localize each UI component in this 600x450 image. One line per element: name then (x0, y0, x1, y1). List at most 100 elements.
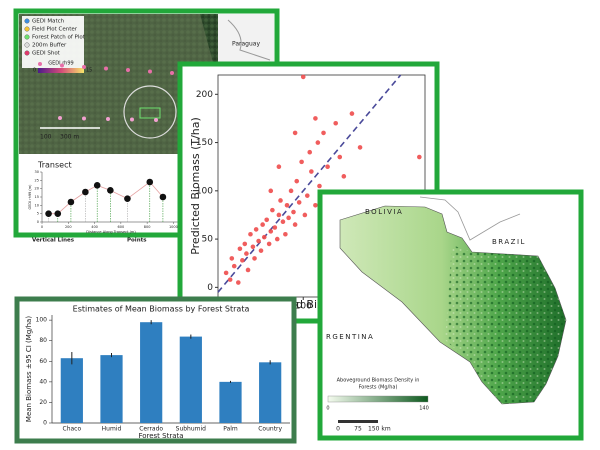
x-tick-label: 1000 (169, 225, 178, 229)
point (266, 241, 272, 247)
colorbar-label: Aboveground Biomass Density in (337, 378, 420, 384)
legend-label: GEDI Shot (32, 51, 61, 57)
y-tick-label: 20 (39, 399, 47, 406)
chart-title: Estimates of Mean Biomass by Forest Stra… (73, 305, 250, 314)
border-line (419, 196, 521, 241)
legend-title: Vertical Lines (32, 238, 75, 244)
point (260, 222, 265, 227)
scale-label: 0 (336, 426, 340, 433)
point (307, 149, 313, 155)
gedi-shot (148, 69, 152, 74)
point (315, 140, 321, 145)
x-tick-label: 200 (65, 225, 72, 229)
point (296, 200, 302, 205)
point (300, 74, 306, 80)
point (274, 236, 280, 242)
point (223, 270, 229, 276)
colorbar-tick: 0 (326, 406, 329, 412)
point (107, 187, 114, 194)
x-tick-label: Subhumid (176, 426, 207, 433)
bar (140, 322, 163, 423)
point (299, 159, 304, 165)
gedi-shot (82, 116, 86, 121)
gedi-shot (154, 118, 158, 122)
point (268, 188, 274, 194)
point (313, 116, 318, 121)
y-tick-label: 30 (35, 170, 39, 174)
point (283, 231, 288, 237)
x-tick-label: 0 (41, 225, 43, 229)
legend-box (22, 16, 84, 68)
y-tick-label: 80 (39, 337, 47, 344)
reference-line (217, 74, 402, 293)
y-tick-label: 0 (37, 220, 39, 224)
point (45, 210, 52, 217)
inset-map (218, 14, 274, 64)
x-axis-label: Distance Along Transect (m) (86, 230, 136, 234)
point (256, 238, 261, 244)
point (227, 277, 233, 282)
legend-marker (24, 18, 30, 24)
y-tick-label: 60 (39, 358, 47, 365)
x-tick-label: 600 (118, 225, 125, 229)
point (294, 178, 300, 184)
point (292, 130, 298, 136)
scale-label: 150 km (368, 426, 391, 433)
point (276, 212, 282, 218)
chart-title: Transect (37, 161, 72, 170)
point (349, 111, 355, 116)
bar (219, 381, 242, 423)
point (240, 258, 245, 263)
point (261, 234, 267, 240)
y-axis-label: GEDI rh99 (m) (28, 184, 32, 210)
point (159, 193, 167, 201)
country-label: BRAZIL (492, 238, 526, 246)
point (82, 188, 89, 196)
x-tick-label: Palm (223, 426, 238, 433)
point (124, 195, 131, 202)
inset-border (227, 19, 271, 61)
point (417, 154, 422, 160)
bar (179, 336, 202, 423)
bar-panel: Estimates of Mean Biomass by Forest Stra… (14, 296, 297, 444)
gedi-shot (60, 63, 64, 68)
patch (139, 107, 161, 119)
legend-label: Field Plot Center (32, 27, 78, 33)
legend-marker (24, 42, 30, 48)
buffer (123, 85, 177, 139)
colorbar-tick: 15 (86, 68, 92, 74)
x-tick-label: 100 (295, 302, 312, 312)
point (252, 256, 257, 261)
x-tick-label: Chaco (63, 426, 82, 433)
x-tick-label: 400 (91, 225, 98, 229)
country-label: Paraguay (232, 41, 260, 48)
point (258, 248, 264, 253)
point (337, 154, 343, 160)
bar (100, 355, 123, 423)
point (235, 280, 241, 285)
y-axis-label: Predicted Biomass (T/ha) (189, 117, 202, 255)
point (309, 169, 314, 174)
y-tick-label: 200 (196, 90, 213, 100)
point (229, 256, 235, 261)
forest-texture (445, 245, 566, 404)
gedi-shot (170, 71, 174, 75)
y-tick-label: 40 (39, 378, 47, 385)
point (268, 229, 274, 234)
gedi-shot (130, 117, 134, 122)
point (313, 203, 318, 208)
colorbar-tick: 0 (33, 68, 36, 74)
y-tick-label: 15 (35, 195, 39, 199)
point (270, 207, 275, 213)
point (280, 219, 286, 225)
y-tick-label: 10 (35, 203, 39, 207)
point (93, 182, 101, 189)
scale-label: 300 m (60, 134, 79, 141)
y-tick-label: 50 (202, 235, 214, 245)
gedi-shot (58, 116, 62, 120)
point (341, 174, 347, 179)
x-tick-label: Humid (102, 426, 122, 433)
colorbar (327, 395, 429, 403)
point (292, 222, 298, 227)
